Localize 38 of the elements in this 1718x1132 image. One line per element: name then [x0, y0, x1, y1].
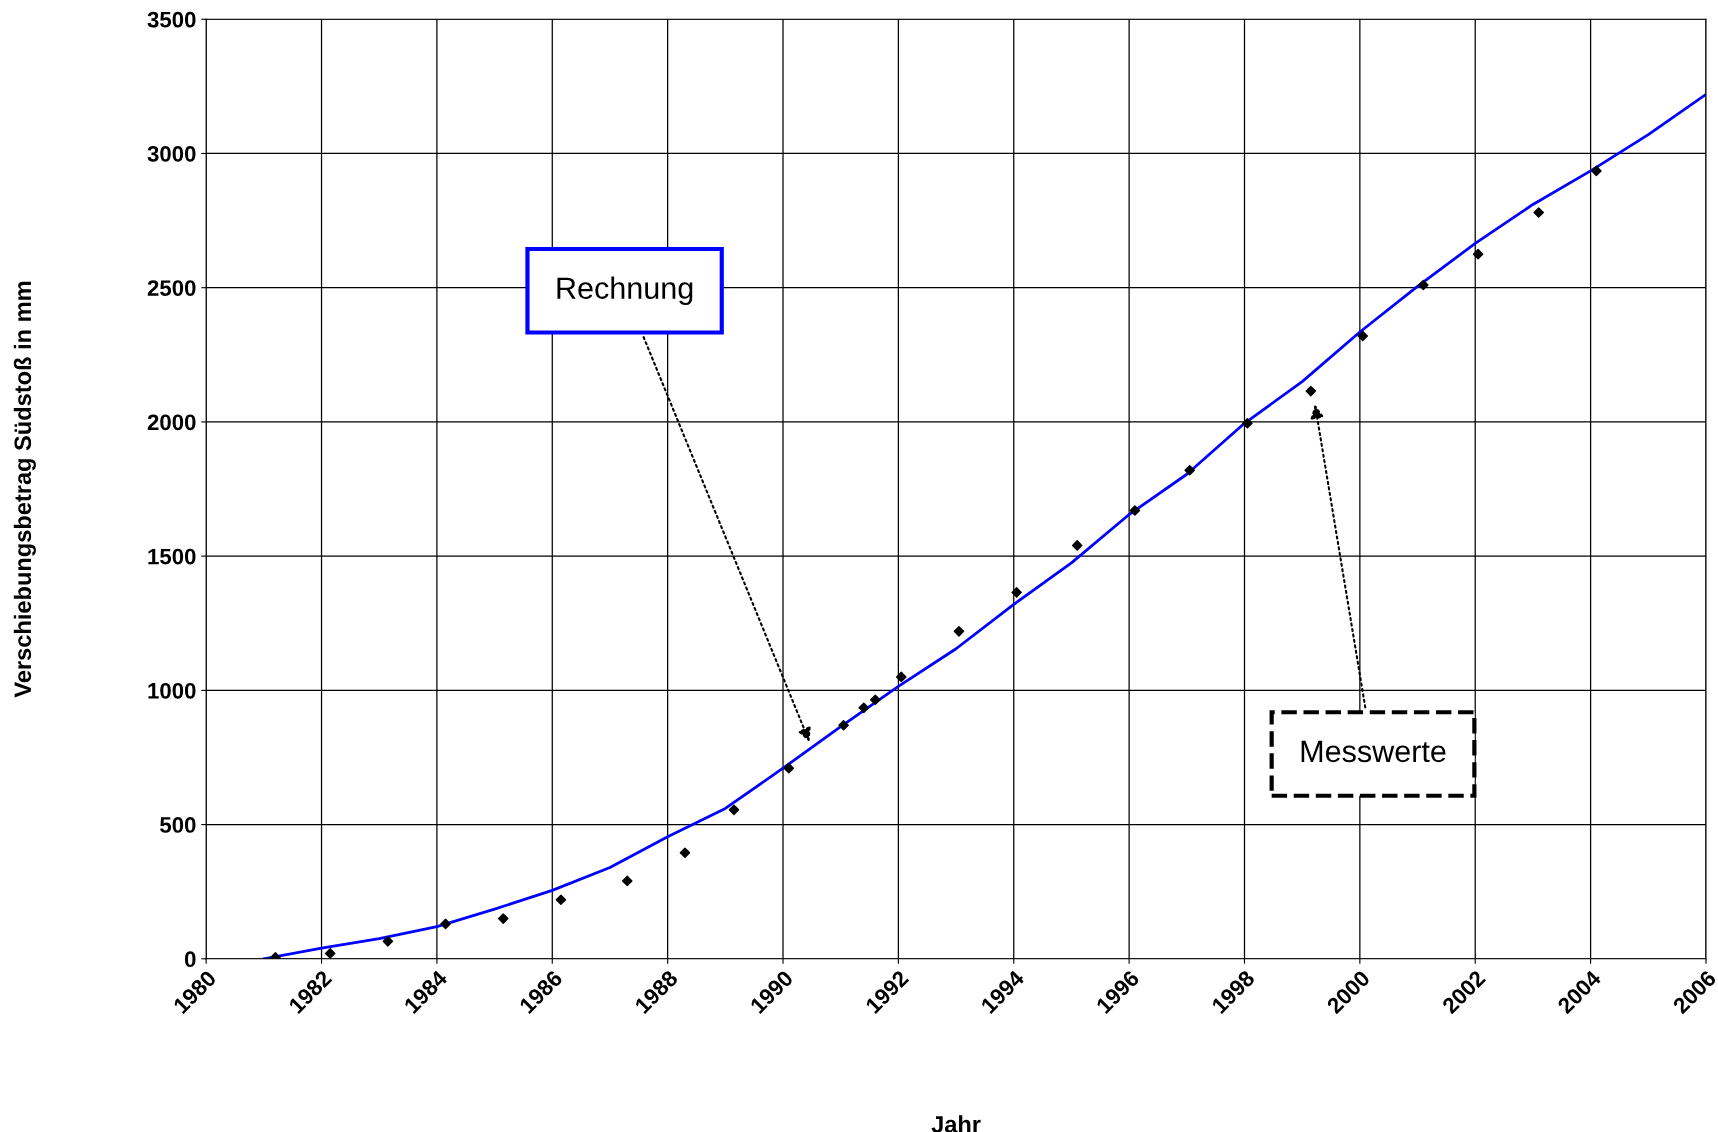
- point: [1418, 279, 1429, 291]
- point: [1591, 165, 1602, 177]
- point: [953, 625, 965, 637]
- point: [621, 875, 633, 887]
- annotation: Messwerte: [1301, 740, 1446, 763]
- point: [783, 762, 795, 774]
- point: [382, 936, 394, 947]
- y-tick-label: 3000: [147, 146, 196, 162]
- line-series: [262, 93, 1706, 959]
- point: [870, 694, 881, 706]
- point: [1129, 505, 1141, 516]
- annotation: Rechnung: [557, 276, 693, 306]
- y-tick-label: 3500: [147, 11, 196, 28]
- point: [1071, 540, 1083, 551]
- point: [1357, 330, 1369, 342]
- point: [1011, 587, 1022, 598]
- point: [1472, 248, 1484, 260]
- y-tick-label: 0: [184, 951, 196, 968]
- y-tick-label: 2500: [147, 280, 196, 296]
- y-tick-label: 1000: [148, 682, 196, 699]
- point: [497, 913, 509, 924]
- point: [858, 702, 870, 714]
- point: [1533, 207, 1544, 218]
- point: [1242, 417, 1253, 429]
- y-tick-label: 2000: [147, 414, 196, 431]
- point: [728, 804, 740, 816]
- point: [555, 894, 567, 906]
- point: [324, 948, 336, 959]
- y-tick-label: 1500: [148, 548, 196, 565]
- point: [679, 847, 691, 859]
- point: [440, 918, 451, 930]
- point: [895, 671, 907, 683]
- point: [838, 719, 849, 731]
- x-axis-title: Jahr: [931, 1115, 981, 1132]
- point: [1305, 385, 1317, 397]
- y-axis-title: Verschiebungsbetrag Südstoß in mm: [13, 281, 36, 698]
- y-tick-label: 500: [160, 817, 196, 833]
- point: [1184, 464, 1195, 476]
